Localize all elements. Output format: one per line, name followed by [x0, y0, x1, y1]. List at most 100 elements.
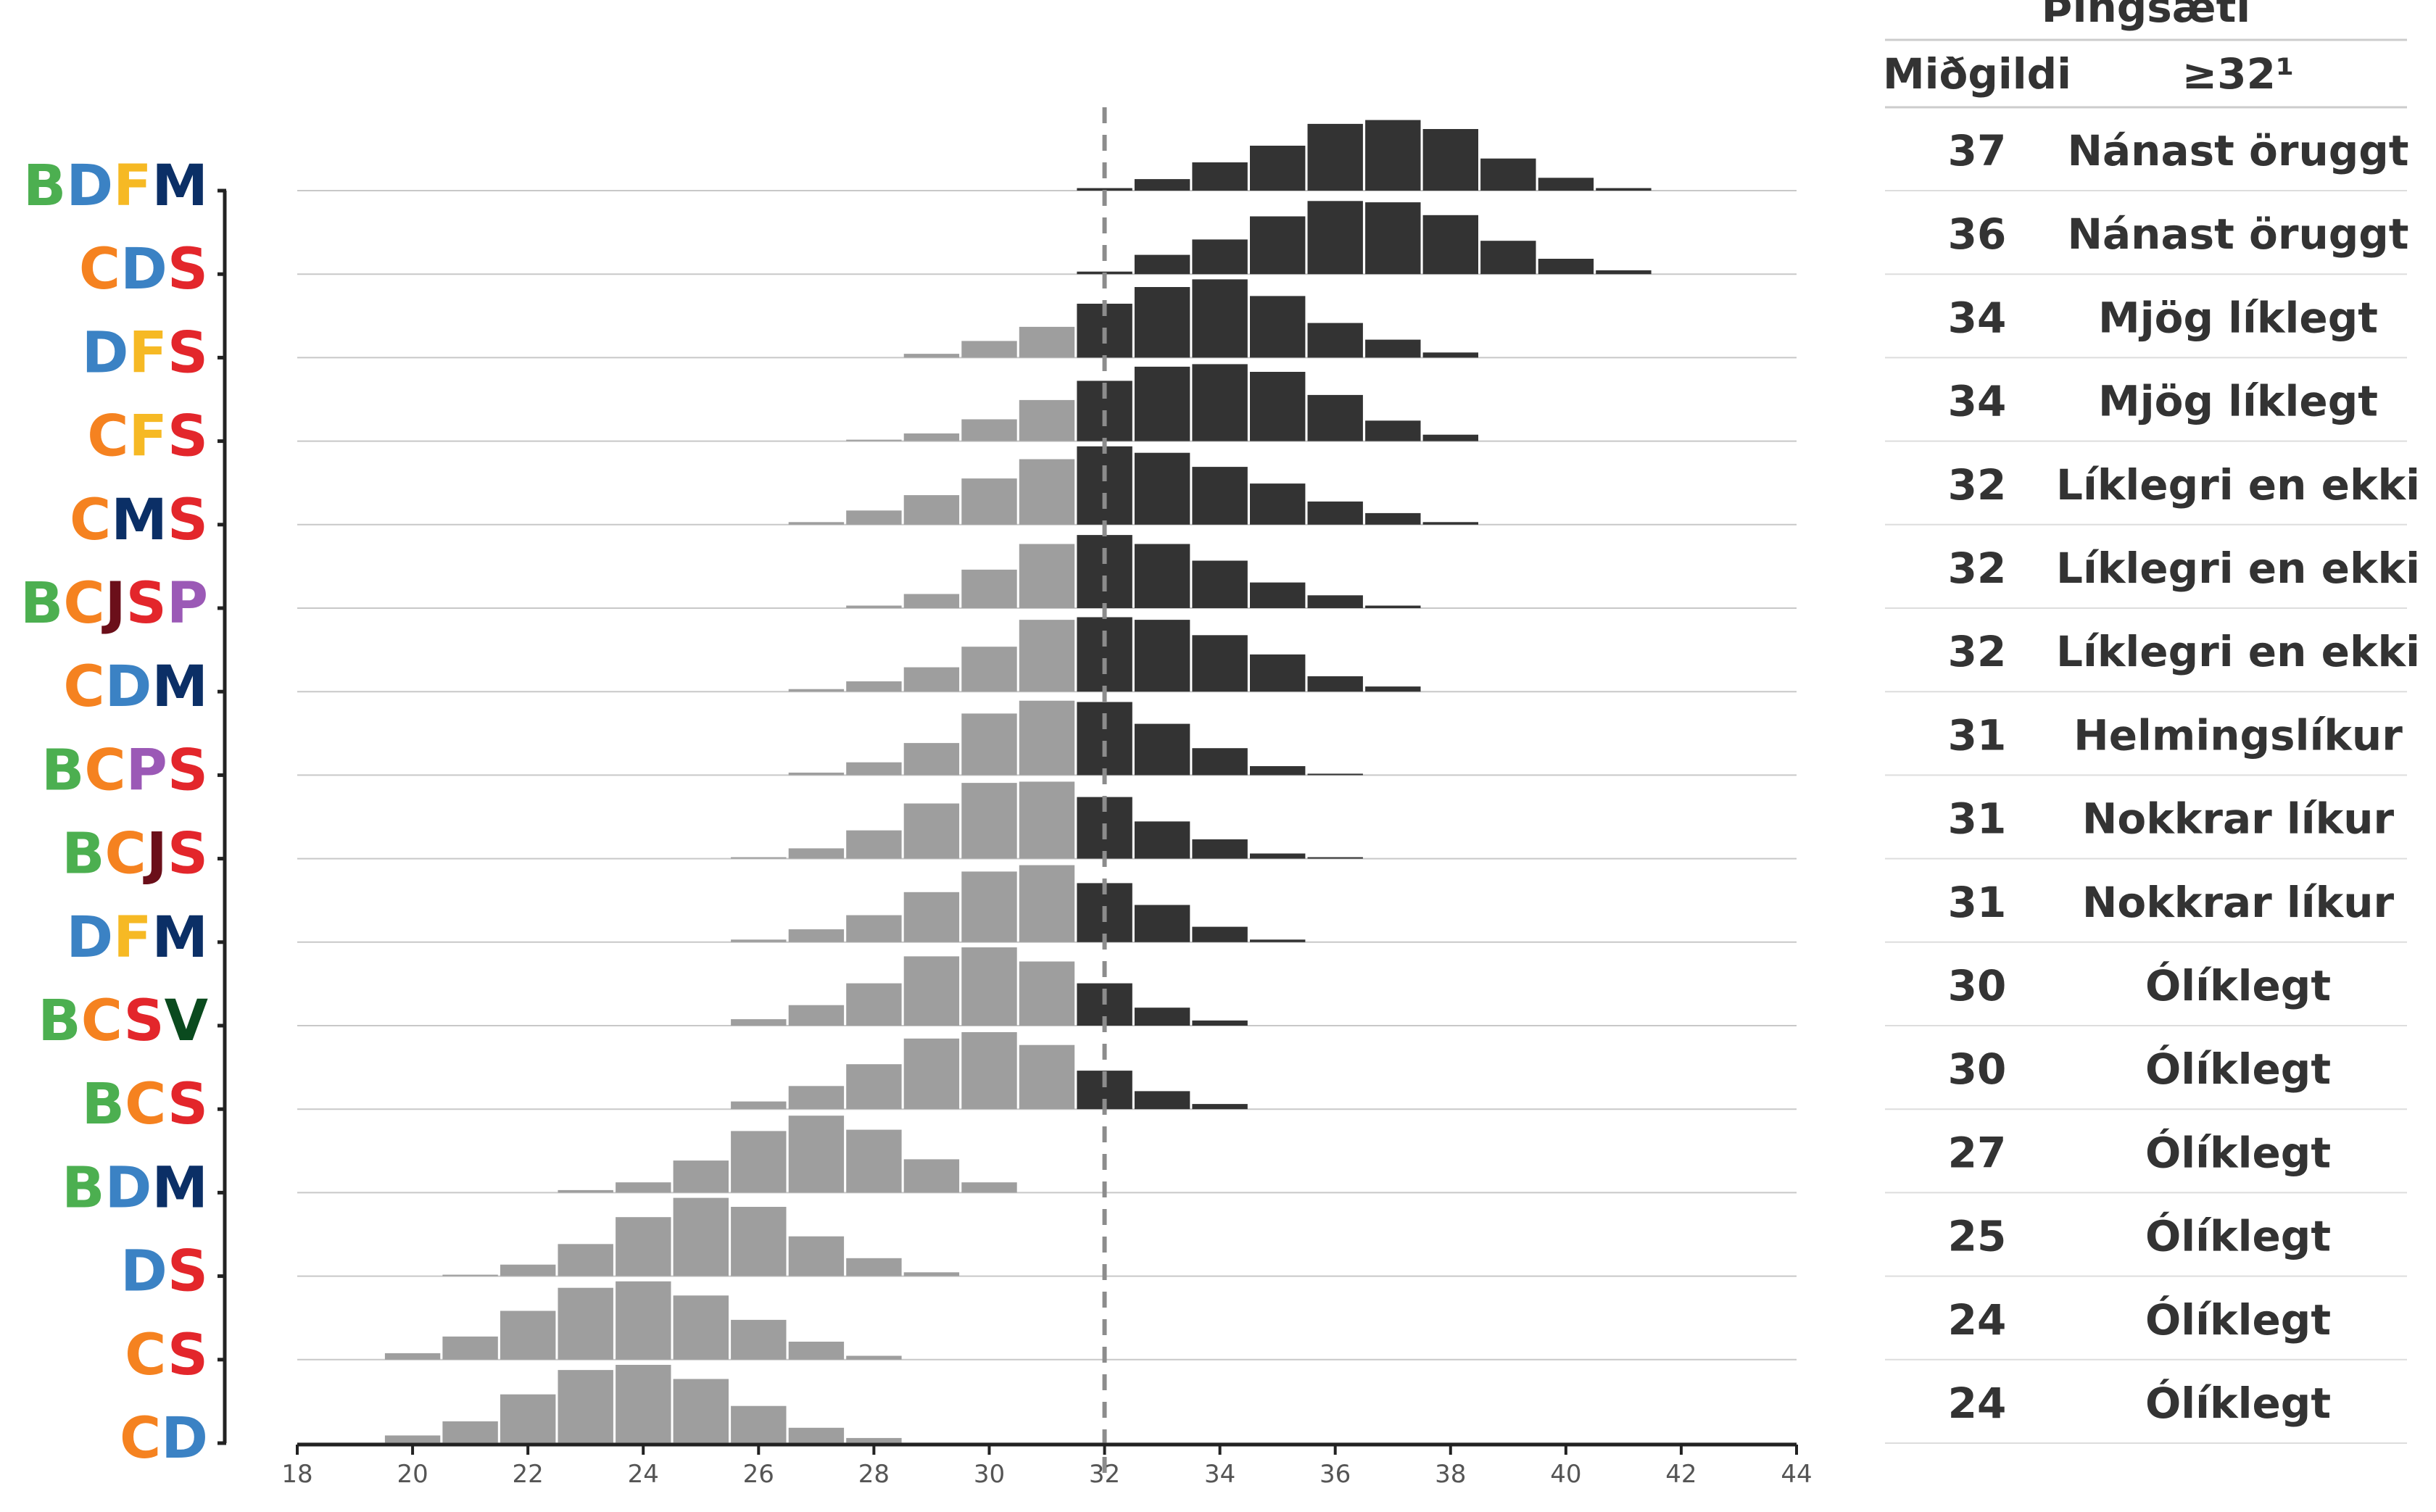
coalition-letter-C: C: [105, 822, 146, 887]
coalition-letter-C: C: [87, 404, 128, 470]
bar-BCJS-33: [1134, 821, 1190, 859]
bar-BDM-26: [731, 1131, 787, 1193]
bar-DS-27: [788, 1236, 845, 1276]
bar-DFS-31: [1019, 326, 1075, 358]
bar-BCJS-34: [1192, 839, 1248, 859]
bar-CMS-33: [1134, 452, 1190, 525]
coalition-letter-F: F: [113, 905, 152, 971]
bar-BCS-27: [788, 1086, 845, 1110]
bar-BDFM-32: [1077, 188, 1132, 191]
bar-BDFM-36: [1307, 123, 1363, 191]
x-tick-label: 26: [743, 1460, 774, 1489]
bar-DFS-34: [1192, 279, 1248, 358]
coalition-letter-M: M: [111, 488, 167, 553]
bar-CD-26: [731, 1405, 787, 1443]
coalition-letter-B: B: [41, 738, 84, 803]
bar-BDFM-40: [1538, 178, 1594, 191]
bar-CD-22: [500, 1394, 556, 1443]
bar-CD-28: [846, 1437, 902, 1443]
coalition-letter-S: S: [167, 237, 208, 302]
bar-BCPS-35: [1250, 766, 1306, 776]
table-median-BCJSP: 32: [1948, 544, 2007, 593]
table-median-DFS: 34: [1948, 293, 2007, 342]
coalition-letter-B: B: [23, 154, 66, 219]
bar-CD-23: [558, 1370, 613, 1443]
bar-DS-22: [500, 1264, 556, 1276]
bar-CDS-34: [1192, 239, 1248, 275]
bar-BCSV-26: [731, 1019, 787, 1026]
y-axis: [218, 188, 227, 1445]
coalition-letter-F: F: [129, 320, 167, 386]
x-tick-label: 24: [628, 1460, 659, 1489]
x-tick-label: 28: [858, 1460, 890, 1489]
bar-CMS-35: [1250, 483, 1306, 525]
coalition-letter-C: C: [84, 738, 125, 803]
coalition-label-BCJSP: BCJSP: [20, 571, 208, 636]
table-probability-BCJSP: Líklegri en ekki: [2056, 544, 2420, 593]
bar-BCJSP-35: [1250, 582, 1306, 608]
bar-CMS-30: [961, 478, 1017, 525]
coalition-letter-J: J: [102, 571, 126, 636]
bar-BCSV-31: [1019, 961, 1075, 1026]
bar-BCJS-35: [1250, 853, 1306, 859]
x-tick-label: 40: [1550, 1460, 1581, 1489]
table-header-seats: Þingsæti: [2042, 0, 2250, 32]
coalition-label-CD: CD: [120, 1406, 208, 1471]
bar-DS-26: [731, 1207, 787, 1276]
histogram-bars: [384, 120, 1652, 1443]
bar-BCS-30: [961, 1032, 1017, 1110]
table-probability-BDFM: Nánast öruggt: [2067, 126, 2408, 175]
bar-BCJS-31: [1019, 781, 1075, 859]
bar-CDS-39: [1480, 241, 1536, 275]
bar-BDFM-33: [1134, 179, 1190, 191]
bar-DFM-31: [1019, 865, 1075, 942]
bar-BCPS-33: [1134, 723, 1190, 776]
bar-BCPS-30: [961, 713, 1017, 776]
coalition-letter-S: S: [123, 989, 164, 1054]
bar-BCS-33: [1134, 1091, 1190, 1110]
coalition-label-CS: CS: [125, 1323, 208, 1388]
coalition-letter-S: S: [167, 738, 208, 803]
bar-CDM-30: [961, 647, 1017, 692]
bar-CS-25: [673, 1295, 729, 1360]
bar-CFS-36: [1307, 394, 1363, 441]
bar-BDM-24: [616, 1182, 671, 1193]
coalition-letter-M: M: [152, 905, 208, 971]
bar-BCJS-28: [846, 830, 902, 859]
bar-CMS-28: [846, 510, 902, 525]
table-median-CS: 24: [1948, 1295, 2007, 1345]
bar-CS-27: [788, 1342, 845, 1360]
bar-CS-24: [616, 1281, 671, 1360]
bar-CFS-33: [1134, 366, 1190, 441]
bar-DFM-30: [961, 871, 1017, 942]
table-probability-BDM: Ólíklegt: [2145, 1127, 2331, 1177]
coalition-letter-M: M: [152, 154, 208, 219]
bar-DFM-29: [903, 892, 960, 942]
table-median-BCS: 30: [1948, 1044, 2007, 1094]
bar-BCJSP-29: [903, 594, 960, 608]
bar-BDFM-38: [1422, 129, 1478, 191]
coalition-label-BCSV: BCSV: [38, 989, 208, 1054]
bar-CFS-35: [1250, 372, 1306, 441]
bar-CDM-34: [1192, 635, 1248, 692]
bar-BCJS-29: [903, 803, 960, 859]
bar-CDS-33: [1134, 254, 1190, 275]
table-median-BDFM: 37: [1948, 126, 2007, 175]
bar-BCS-26: [731, 1101, 787, 1110]
table-probability-CS: Ólíklegt: [2145, 1295, 2331, 1345]
bar-BCJSP-36: [1307, 595, 1363, 608]
table-median-DFM: 31: [1948, 878, 2007, 927]
coalition-letter-C: C: [79, 237, 120, 302]
bar-CDM-32: [1077, 617, 1132, 692]
bar-BCJS-36: [1307, 857, 1363, 859]
coalition-letter-C: C: [120, 1406, 161, 1471]
table-median-CDS: 36: [1948, 209, 2007, 259]
bar-CDS-37: [1365, 202, 1421, 275]
bar-BCSV-33: [1134, 1008, 1190, 1026]
bar-CD-20: [384, 1435, 441, 1443]
x-tick-label: 34: [1204, 1460, 1235, 1489]
table-header-probability: ≥32¹: [2182, 49, 2295, 99]
coalition-letter-D: D: [120, 1239, 167, 1305]
bar-BCS-28: [846, 1064, 902, 1110]
bar-DFM-28: [846, 915, 902, 942]
